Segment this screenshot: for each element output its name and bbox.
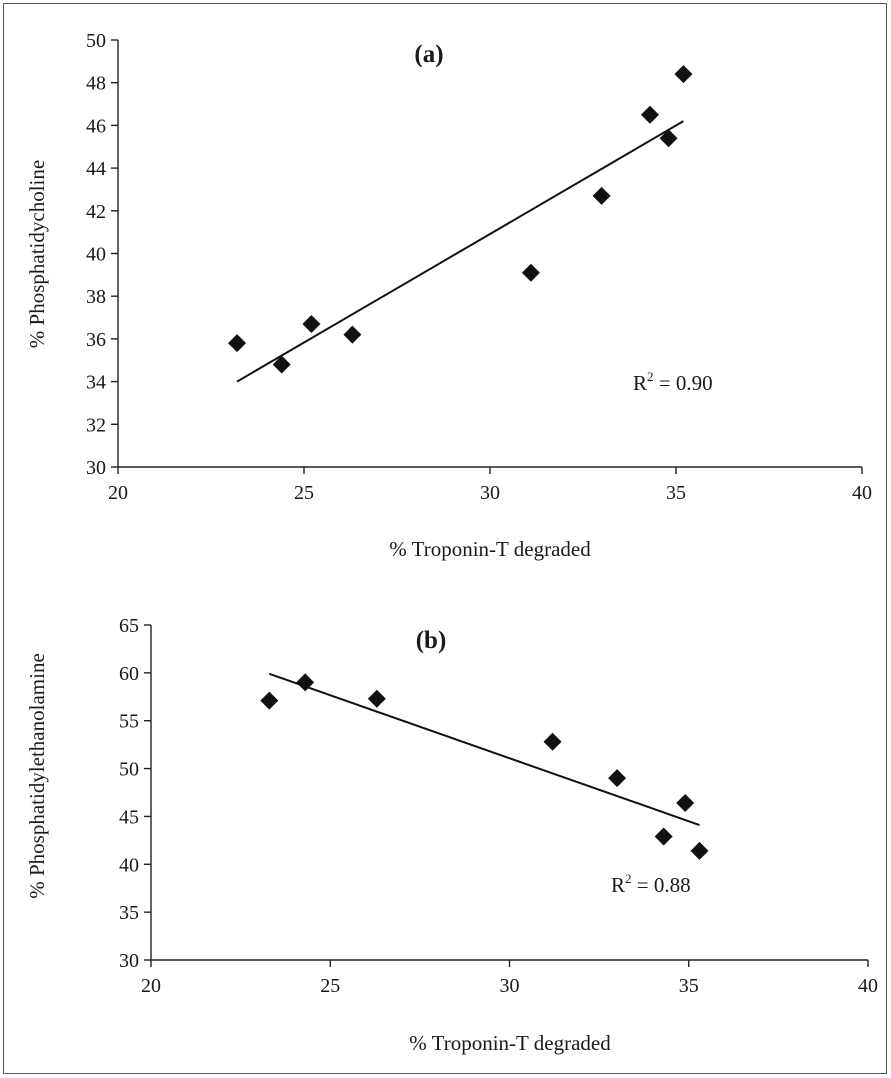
panel-a-y-tick-label: 32 — [86, 414, 106, 436]
panel-b-y-tick-label: 50 — [119, 759, 139, 781]
panel-a-x-axis-label: % Troponin-T degraded — [389, 537, 591, 561]
panel-b-axes — [150, 625, 868, 961]
panel-b-x-tick-label: 20 — [141, 975, 161, 997]
panel-a-y-tick-label: 40 — [86, 244, 106, 266]
panel-a-data-point — [674, 65, 693, 84]
panel-a-x-tick-label: 40 — [852, 482, 872, 504]
panel-a-y-tick-label: 42 — [86, 201, 106, 223]
panel-a-data-point — [640, 105, 659, 124]
panel-a-r2-annotation: R2 = 0.90 — [633, 369, 713, 395]
panel-b-y-tick-label: 30 — [119, 950, 139, 972]
panel-a-data-point — [592, 186, 611, 205]
panel-b-data-point — [260, 691, 279, 710]
panel-b-label: (b) — [416, 627, 447, 654]
panel-a-points — [228, 65, 693, 374]
panel-b-x-tick-label: 30 — [500, 975, 520, 997]
panel-b-y-tick-label: 65 — [119, 615, 139, 637]
panel-a-data-point — [302, 314, 321, 333]
panel-a-data-point — [521, 263, 540, 282]
panel-a-r2-value: = 0.90 — [654, 371, 713, 395]
panel-a-x-tick-label: 30 — [480, 482, 500, 504]
panel-b-r2-annotation: R2 = 0.88 — [611, 871, 691, 897]
panel-b-y-tick-label: 60 — [119, 663, 139, 685]
panel-b-r2-superscript: 2 — [625, 871, 632, 886]
panel-a-data-point — [659, 129, 678, 148]
panel-a-chart: 30 32 34 36 38 40 42 44 46 48 50 20 25 30 35 40 (a) % T… — [25, 30, 872, 561]
panel-b-trendline-group — [268, 672, 700, 826]
panel-a-y-tick-label: 48 — [86, 73, 106, 95]
panel-b-y-tick-label: 55 — [119, 711, 139, 733]
panel-b-r2-value: = 0.88 — [632, 873, 691, 897]
panel-b-y-tick-label: 45 — [119, 806, 139, 828]
panel-b-data-point — [296, 673, 315, 692]
panel-a-r2-label: R — [633, 371, 647, 395]
panel-a-y-tick-label: 46 — [86, 115, 106, 137]
panel-a-trendline-group — [236, 120, 684, 383]
panel-b-data-point — [654, 827, 673, 846]
panel-a-trendline — [236, 120, 684, 383]
panel-b-data-point — [690, 841, 709, 860]
panel-b-y-tick-label: 35 — [119, 902, 139, 924]
panel-a-y-tick-label: 34 — [86, 372, 106, 394]
panel-a-axes — [117, 40, 862, 468]
panel-b-x-axis-label: % Troponin-T degraded — [409, 1031, 611, 1055]
panel-a-x-tick-label: 35 — [666, 482, 686, 504]
panel-a-data-point — [272, 355, 291, 374]
panel-a-ticks: 30 32 34 36 38 40 42 44 46 48 50 20 25 30 35 40 — [86, 30, 872, 504]
panel-b-chart: 30 35 40 45 50 55 60 65 20 25 30 35 40 (b) % Troponi… — [25, 615, 878, 1055]
panel-b-y-axis-label: % Phosphatidylethanolamine — [25, 653, 49, 899]
figure-frame — [3, 3, 887, 1074]
panel-a-data-point — [343, 325, 362, 344]
panel-a-data-point — [228, 334, 247, 353]
panel-a-y-tick-label: 50 — [86, 30, 106, 52]
panel-a-label: (a) — [414, 41, 443, 68]
panel-b-x-tick-label: 25 — [320, 975, 340, 997]
panel-b-data-point — [543, 732, 562, 751]
panel-b-r2-label: R — [611, 873, 625, 897]
panel-a-y-tick-label: 44 — [86, 158, 106, 180]
panel-a-y-tick-label: 38 — [86, 286, 106, 308]
panel-b-ticks: 30 35 40 45 50 55 60 65 20 25 30 35 40 — [119, 615, 878, 997]
panel-a-x-tick-label: 20 — [108, 482, 128, 504]
panel-b-trendline — [268, 672, 700, 826]
panel-a-r2-superscript: 2 — [647, 369, 654, 384]
panel-b-data-point — [367, 689, 386, 708]
panel-b-y-tick-label: 40 — [119, 854, 139, 876]
panel-a-x-tick-label: 25 — [294, 482, 314, 504]
panel-b-x-tick-label: 35 — [679, 975, 699, 997]
panel-b-x-tick-label: 40 — [858, 975, 878, 997]
panel-a-y-axis-label: % Phosphatidycholine — [25, 160, 49, 348]
panel-b-data-point — [608, 769, 627, 788]
panel-a-y-tick-label: 36 — [86, 329, 106, 351]
panel-a-y-tick-label: 30 — [86, 457, 106, 479]
panel-b-data-point — [676, 794, 695, 813]
panel-b-points — [260, 673, 709, 860]
